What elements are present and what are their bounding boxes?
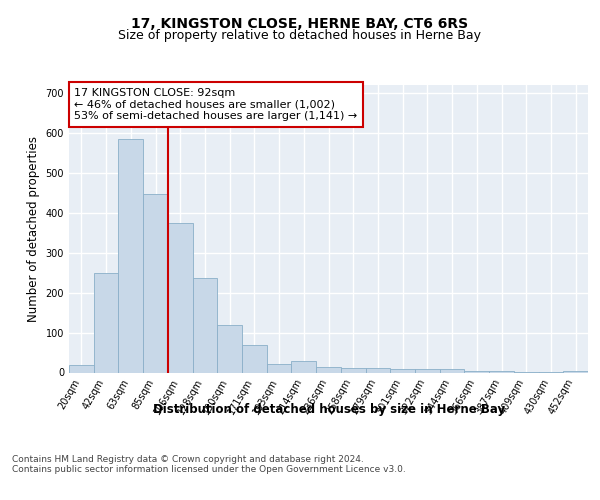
Bar xyxy=(365,368,390,372)
Bar xyxy=(489,371,514,372)
Bar xyxy=(168,223,193,372)
Bar xyxy=(316,366,341,372)
Bar xyxy=(440,370,464,372)
Bar xyxy=(390,370,415,372)
Bar xyxy=(464,370,489,372)
Bar xyxy=(217,324,242,372)
Text: 17, KINGSTON CLOSE, HERNE BAY, CT6 6RS: 17, KINGSTON CLOSE, HERNE BAY, CT6 6RS xyxy=(131,18,469,32)
Bar xyxy=(69,366,94,372)
Bar xyxy=(415,369,440,372)
Bar xyxy=(242,346,267,372)
Bar xyxy=(267,364,292,372)
Bar xyxy=(292,360,316,372)
Bar xyxy=(94,274,118,372)
Text: Contains HM Land Registry data © Crown copyright and database right 2024.
Contai: Contains HM Land Registry data © Crown c… xyxy=(12,455,406,474)
Bar xyxy=(563,370,588,372)
Bar xyxy=(193,278,217,372)
Text: Size of property relative to detached houses in Herne Bay: Size of property relative to detached ho… xyxy=(119,28,482,42)
Bar xyxy=(143,194,168,372)
Y-axis label: Number of detached properties: Number of detached properties xyxy=(27,136,40,322)
Text: Distribution of detached houses by size in Herne Bay: Distribution of detached houses by size … xyxy=(153,402,505,415)
Bar xyxy=(118,139,143,372)
Bar xyxy=(341,368,365,372)
Text: 17 KINGSTON CLOSE: 92sqm
← 46% of detached houses are smaller (1,002)
53% of sem: 17 KINGSTON CLOSE: 92sqm ← 46% of detach… xyxy=(74,88,358,121)
